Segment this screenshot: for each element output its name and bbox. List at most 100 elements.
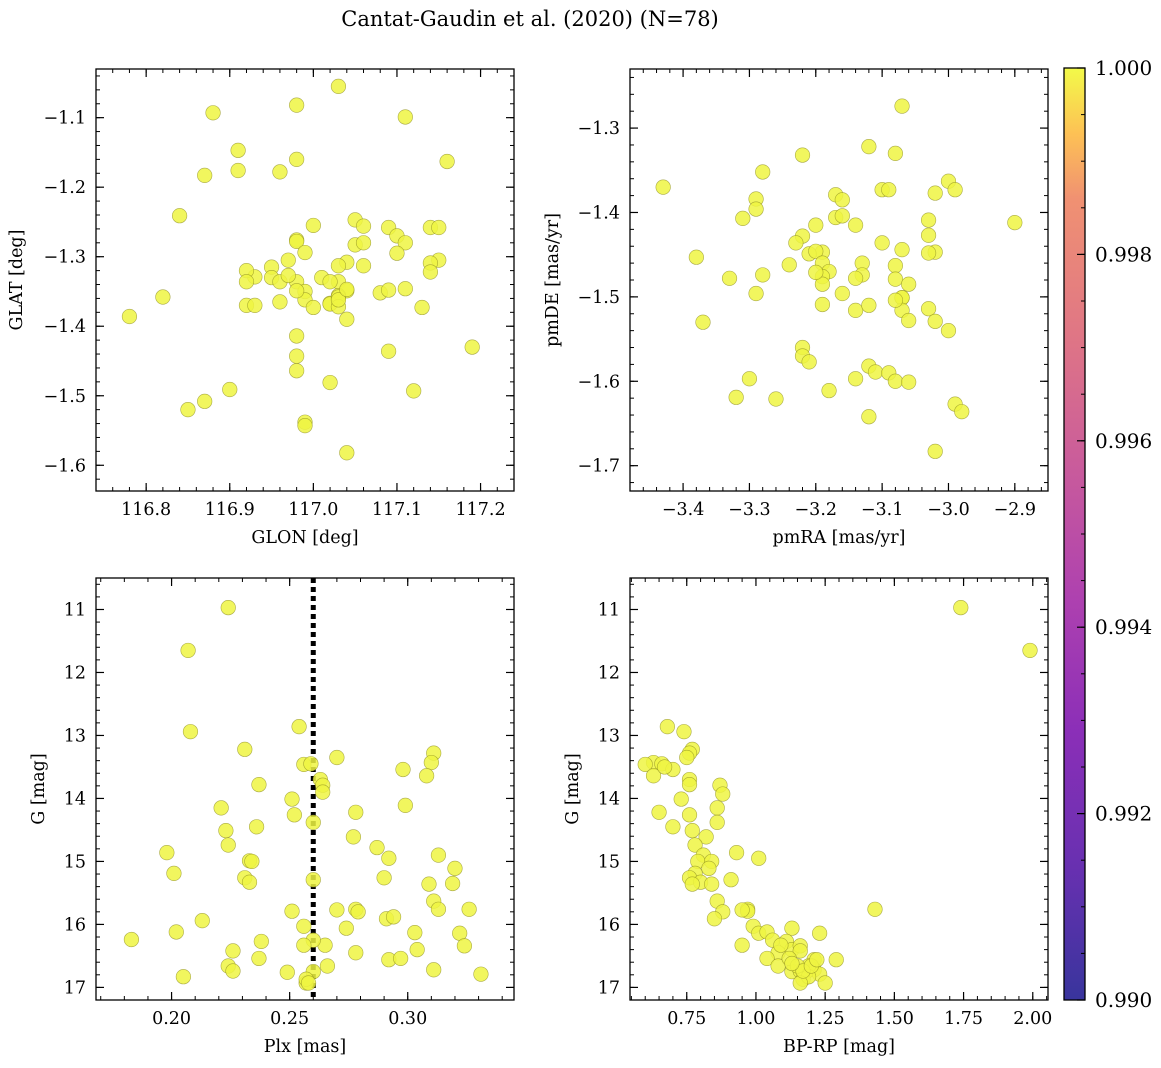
data-point	[426, 962, 442, 978]
y-tick-label: 15	[598, 852, 620, 872]
data-point	[397, 281, 413, 297]
data-point	[887, 292, 903, 308]
data-point	[723, 872, 739, 888]
x-tick-label: −3.1	[861, 500, 904, 520]
data-point	[954, 404, 970, 420]
data-point	[444, 875, 461, 892]
data-point	[784, 955, 800, 972]
data-point	[953, 600, 969, 616]
data-point	[679, 749, 695, 766]
data-point	[280, 252, 296, 268]
data-point	[701, 860, 717, 876]
y-axis-label: GLAT [deg]	[7, 230, 27, 331]
data-point	[748, 285, 764, 302]
colorbar-tick-label: 0.998	[1095, 242, 1152, 266]
data-point	[773, 937, 789, 953]
x-tick-label: 117.1	[372, 500, 422, 520]
data-point	[847, 302, 864, 318]
data-point	[289, 363, 305, 379]
colorbar: 0.990 0.992 0.994 0.996 0.998 1.000	[1063, 56, 1152, 1012]
data-point	[659, 719, 675, 735]
x-axis-label: BP-RP [mag]	[783, 1037, 895, 1057]
data-point	[296, 918, 312, 934]
y-tick-label: 11	[598, 600, 620, 620]
data-point	[121, 308, 138, 325]
x-tick-label: 0.20	[152, 1009, 191, 1029]
data-point	[159, 845, 175, 861]
data-point	[834, 285, 850, 302]
data-point	[300, 975, 317, 991]
data-point	[947, 182, 963, 198]
x-tick-label: 1.75	[944, 1009, 983, 1029]
data-point	[194, 913, 210, 929]
data-point	[681, 776, 698, 793]
data-point	[698, 829, 714, 845]
data-point	[657, 759, 673, 775]
y-tick-label: 12	[598, 663, 620, 683]
data-point	[431, 219, 447, 236]
y-tick-label: 17	[598, 978, 620, 998]
data-point	[715, 786, 731, 802]
data-point	[861, 139, 877, 155]
data-point	[688, 249, 704, 265]
data-point	[315, 784, 331, 800]
data-point	[874, 235, 890, 251]
data-point	[665, 819, 681, 835]
data-point	[220, 600, 236, 616]
data-point	[329, 902, 345, 918]
data-point	[847, 270, 864, 286]
data-point	[369, 839, 385, 856]
data-point	[808, 264, 824, 281]
data-point	[461, 901, 477, 917]
data-point	[338, 920, 354, 936]
data-point	[709, 800, 725, 816]
data-point	[406, 383, 422, 399]
data-point	[901, 276, 917, 292]
data-point	[197, 167, 213, 183]
data-point	[792, 943, 808, 959]
x-tick-label: 2.00	[1013, 1009, 1052, 1029]
data-point	[247, 297, 263, 313]
data-point	[175, 969, 191, 985]
data-point	[423, 754, 439, 771]
y-tick-label: 14	[598, 789, 620, 809]
data-point	[238, 274, 255, 290]
x-tick-label: 1.00	[736, 1009, 775, 1029]
x-tick-label: 116.9	[205, 500, 255, 520]
data-point	[1007, 215, 1023, 231]
data-point	[319, 958, 336, 974]
data-point	[280, 267, 296, 284]
colorbar-tick-label: 0.994	[1095, 615, 1152, 639]
data-point	[244, 853, 260, 870]
x-tick-label: 117.2	[456, 500, 506, 520]
data-point	[339, 445, 355, 461]
data-point	[381, 282, 397, 298]
data-point	[1022, 642, 1038, 659]
y-tick-label: −1.5	[44, 387, 87, 407]
data-point	[381, 343, 397, 359]
data-point	[887, 373, 903, 389]
y-tick-label: 16	[598, 915, 620, 935]
data-point	[801, 354, 817, 370]
data-point	[887, 271, 903, 287]
y-tick-label: −1.4	[578, 203, 621, 223]
x-axis-label: pmRA [mas/yr]	[773, 528, 906, 548]
data-point	[768, 391, 784, 407]
data-point	[755, 267, 771, 283]
data-point	[350, 904, 366, 920]
data-point	[894, 98, 910, 114]
data-point	[409, 942, 425, 958]
data-point	[809, 952, 825, 968]
data-point	[728, 845, 745, 861]
data-point	[940, 323, 957, 339]
data-point	[464, 339, 480, 355]
data-point	[684, 876, 700, 892]
data-point	[861, 409, 877, 425]
data-point	[272, 164, 288, 180]
data-point	[339, 311, 355, 327]
data-point	[305, 872, 321, 888]
x-tick-label: 1.25	[806, 1009, 845, 1029]
data-point	[296, 937, 312, 953]
data-point	[297, 418, 313, 434]
data-point	[814, 296, 831, 313]
